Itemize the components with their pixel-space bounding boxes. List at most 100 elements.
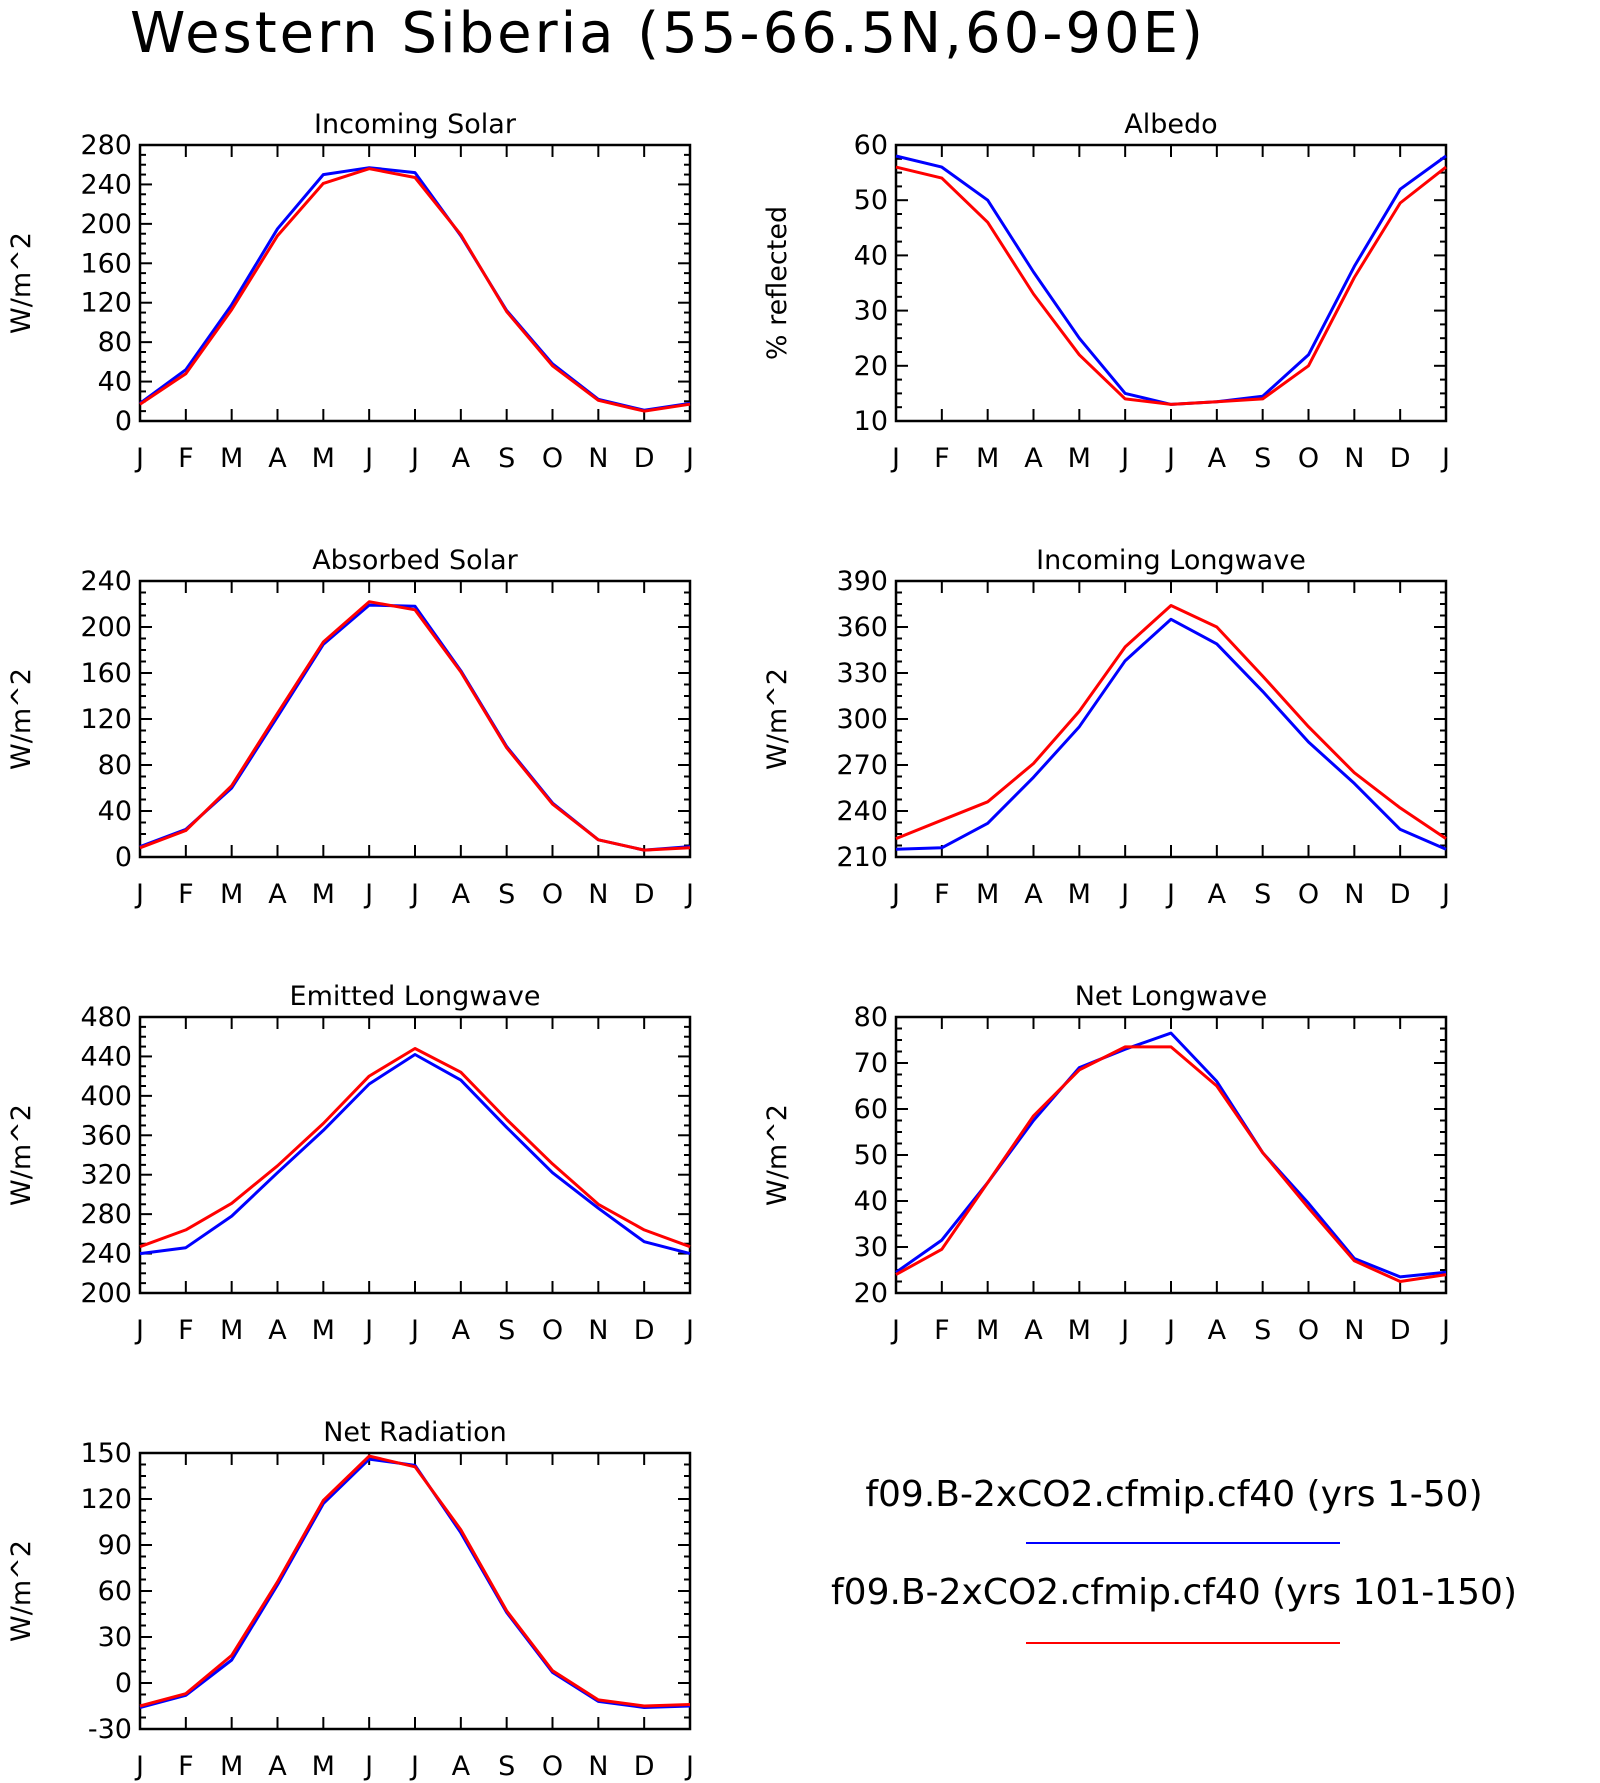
y-tick-label: -30 [88,1714,132,1745]
y-axis-label: W/m^2 [6,668,37,770]
y-axis-label: W/m^2 [762,668,793,770]
x-tick-label: N [1344,443,1364,474]
x-tick-label: M [312,879,335,910]
x-tick-label: J [684,1751,694,1782]
x-tick-label: N [588,443,608,474]
x-tick-label: O [542,1315,563,1346]
figure-title: Western Siberia (55-66.5N,60-90E) [130,1,1206,66]
series-line [139,600,691,852]
y-tick-label: 40 [98,367,132,398]
series-line [139,1454,691,1708]
x-tick-label: J [134,1315,144,1346]
y-tick-label: 200 [80,209,132,240]
series-line [895,154,1447,406]
chart-panel: Incoming Longwave 210 240 270 300 330 360 390 J F… [762,545,1450,910]
x-tick-label: J [363,443,373,474]
x-tick-label: F [934,443,950,474]
plot-frame [894,579,1448,859]
x-tick-label: M [1068,443,1091,474]
y-tick-label: 280 [80,1199,132,1230]
x-tick-label: J [134,879,144,910]
y-tick-label: 160 [80,658,132,689]
x-tick-label: F [934,879,950,910]
x-tick-label: O [1298,1315,1319,1346]
series-line [895,1031,1447,1279]
series-line [139,1047,691,1249]
legend: f09.B-2xCO2.cfmip.cf40 (yrs 1-50) f09.B-2… [831,1474,1517,1644]
y-axis-label: W/m^2 [6,1540,37,1642]
x-tick-label: A [1208,879,1227,910]
y-axis-label: W/m^2 [6,232,37,334]
y-tick-label: 400 [80,1081,132,1112]
x-tick-label: N [1344,879,1364,910]
y-tick-label: 60 [854,1094,888,1125]
x-tick-label: A [1024,443,1043,474]
x-tick-label: M [1068,1315,1091,1346]
x-tick-label: F [178,879,194,910]
legend-label: f09.B-2xCO2.cfmip.cf40 (yrs 1-50) [865,1474,1482,1515]
x-tick-label: A [268,879,287,910]
y-tick-label: 80 [98,327,132,358]
x-tick-label: M [220,879,243,910]
x-tick-label: S [498,879,515,910]
y-tick-label: 30 [98,1622,132,1653]
x-tick-label: J [1440,879,1450,910]
y-tick-label: 280 [80,130,132,161]
x-tick-label: F [178,443,194,474]
y-axis-label: % reflected [762,206,793,360]
y-tick-label: 150 [80,1438,132,1469]
y-tick-label: 30 [854,296,888,327]
x-tick-label: D [634,1751,655,1782]
y-tick-label: 160 [80,248,132,279]
y-tick-label: 40 [854,240,888,271]
y-tick-label: 240 [80,1239,132,1270]
x-tick-label: D [1390,443,1411,474]
x-tick-label: O [1298,443,1319,474]
y-tick-label: 10 [854,406,888,437]
x-tick-label: M [1068,879,1091,910]
x-tick-label: J [409,1315,419,1346]
y-tick-label: 240 [80,169,132,200]
x-tick-label: M [976,443,999,474]
x-tick-label: J [1119,443,1129,474]
y-tick-label: 200 [80,1278,132,1309]
y-tick-label: 40 [98,796,132,827]
x-tick-label: J [684,1315,694,1346]
x-tick-label: A [452,1751,471,1782]
y-tick-label: 50 [854,1140,888,1171]
y-tick-label: 300 [836,704,888,735]
x-tick-label: N [588,1315,608,1346]
x-tick-label: D [634,1315,655,1346]
y-tick-label: 360 [80,1120,132,1151]
x-tick-label: J [684,443,694,474]
x-tick-label: M [312,1315,335,1346]
series-line [895,1045,1447,1283]
x-tick-label: M [312,1751,335,1782]
y-tick-label: 240 [836,796,888,827]
series-line [139,1053,691,1256]
y-tick-label: 360 [836,612,888,643]
x-tick-label: M [312,443,335,474]
x-tick-label: D [634,443,655,474]
panel-title: Emitted Longwave [290,981,541,1012]
y-tick-label: 0 [115,406,132,437]
y-tick-label: 270 [836,750,888,781]
series-line [895,617,1447,851]
x-tick-label: M [976,879,999,910]
x-tick-label: N [588,879,608,910]
x-tick-label: O [542,443,563,474]
x-tick-label: J [890,443,900,474]
panel-title: Albedo [1124,109,1217,140]
x-tick-label: A [1024,879,1043,910]
y-tick-label: 60 [98,1576,132,1607]
y-tick-label: 480 [80,1002,132,1033]
x-tick-label: F [934,1315,950,1346]
x-tick-label: J [134,443,144,474]
x-tick-label: M [220,1315,243,1346]
y-tick-label: 120 [80,1484,132,1515]
y-tick-label: 240 [80,566,132,597]
series-line [139,1457,691,1709]
x-tick-label: A [452,879,471,910]
y-tick-label: 320 [80,1160,132,1191]
